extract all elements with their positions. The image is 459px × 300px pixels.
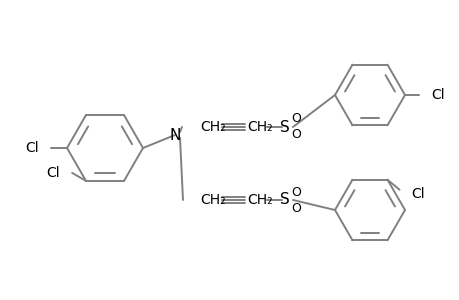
Text: S: S xyxy=(280,193,289,208)
Text: N: N xyxy=(169,128,180,142)
Text: Cl: Cl xyxy=(430,88,444,102)
Text: CH₂: CH₂ xyxy=(200,193,225,207)
Text: Cl: Cl xyxy=(46,166,60,180)
Text: Cl: Cl xyxy=(25,141,39,155)
Text: S: S xyxy=(280,119,289,134)
Text: O: O xyxy=(291,202,300,214)
Text: Cl: Cl xyxy=(411,187,424,201)
Text: O: O xyxy=(291,185,300,199)
Text: O: O xyxy=(291,128,300,142)
Text: O: O xyxy=(291,112,300,125)
Text: CH₂: CH₂ xyxy=(246,193,272,207)
Text: CH₂: CH₂ xyxy=(246,120,272,134)
Text: CH₂: CH₂ xyxy=(200,120,225,134)
